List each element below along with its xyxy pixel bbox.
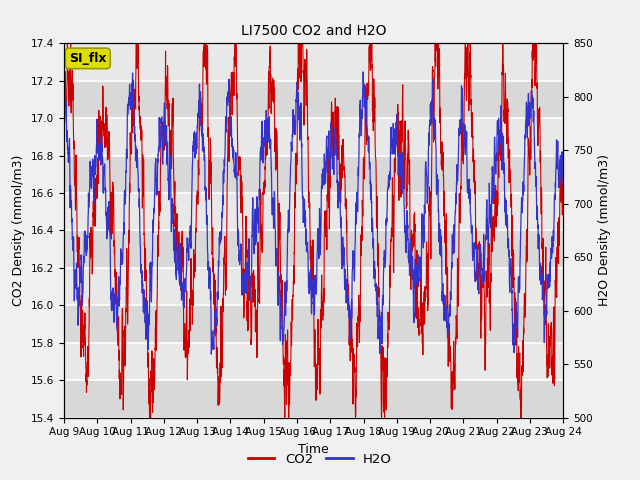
Bar	[64, 380, 563, 418]
Bar	[64, 268, 563, 305]
Bar	[64, 43, 563, 81]
Title: LI7500 CO2 and H2O: LI7500 CO2 and H2O	[241, 24, 387, 38]
Bar	[64, 81, 563, 118]
Bar	[64, 343, 563, 380]
Legend: CO2, H2O: CO2, H2O	[243, 447, 397, 471]
Bar	[64, 156, 563, 193]
Bar	[64, 305, 563, 343]
Bar	[64, 193, 563, 230]
X-axis label: Time: Time	[298, 443, 329, 456]
Y-axis label: H2O Density (mmol/m3): H2O Density (mmol/m3)	[598, 155, 611, 306]
Bar	[64, 230, 563, 268]
Y-axis label: CO2 Density (mmol/m3): CO2 Density (mmol/m3)	[12, 155, 26, 306]
Bar	[64, 118, 563, 156]
Text: SI_flx: SI_flx	[69, 52, 106, 65]
